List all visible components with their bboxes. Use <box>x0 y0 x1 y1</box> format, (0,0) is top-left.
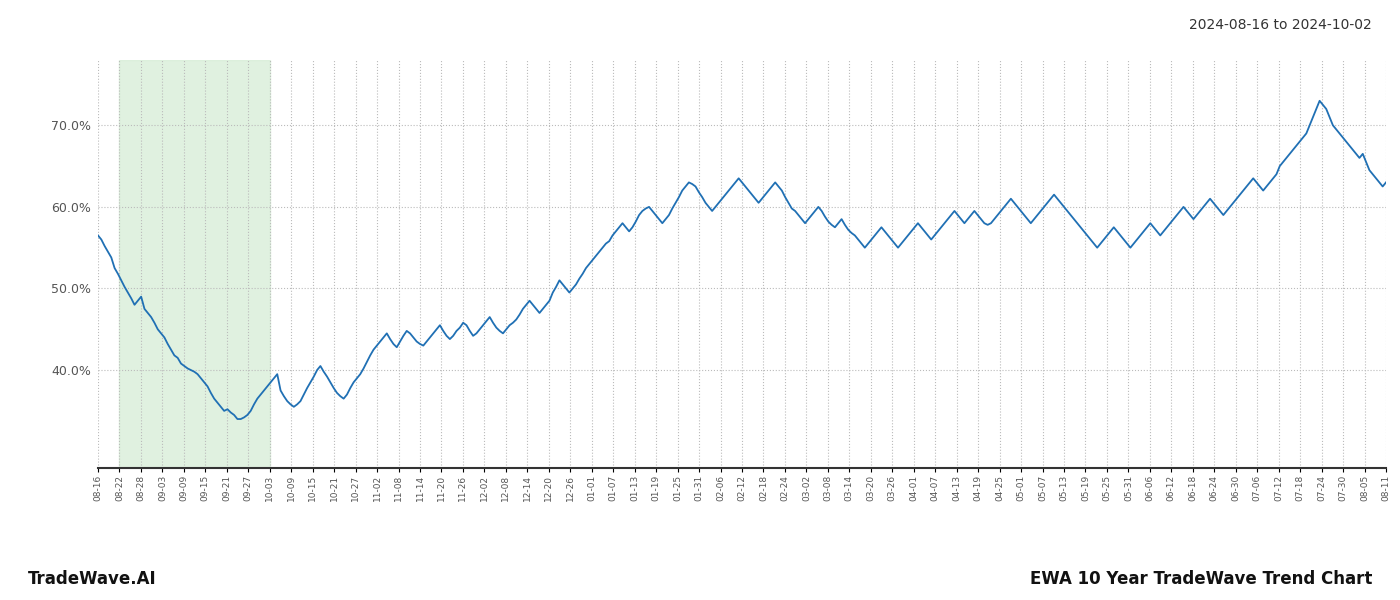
Text: TradeWave.AI: TradeWave.AI <box>28 570 157 588</box>
Bar <box>119 60 270 468</box>
Text: 2024-08-16 to 2024-10-02: 2024-08-16 to 2024-10-02 <box>1189 18 1372 32</box>
Text: EWA 10 Year TradeWave Trend Chart: EWA 10 Year TradeWave Trend Chart <box>1029 570 1372 588</box>
